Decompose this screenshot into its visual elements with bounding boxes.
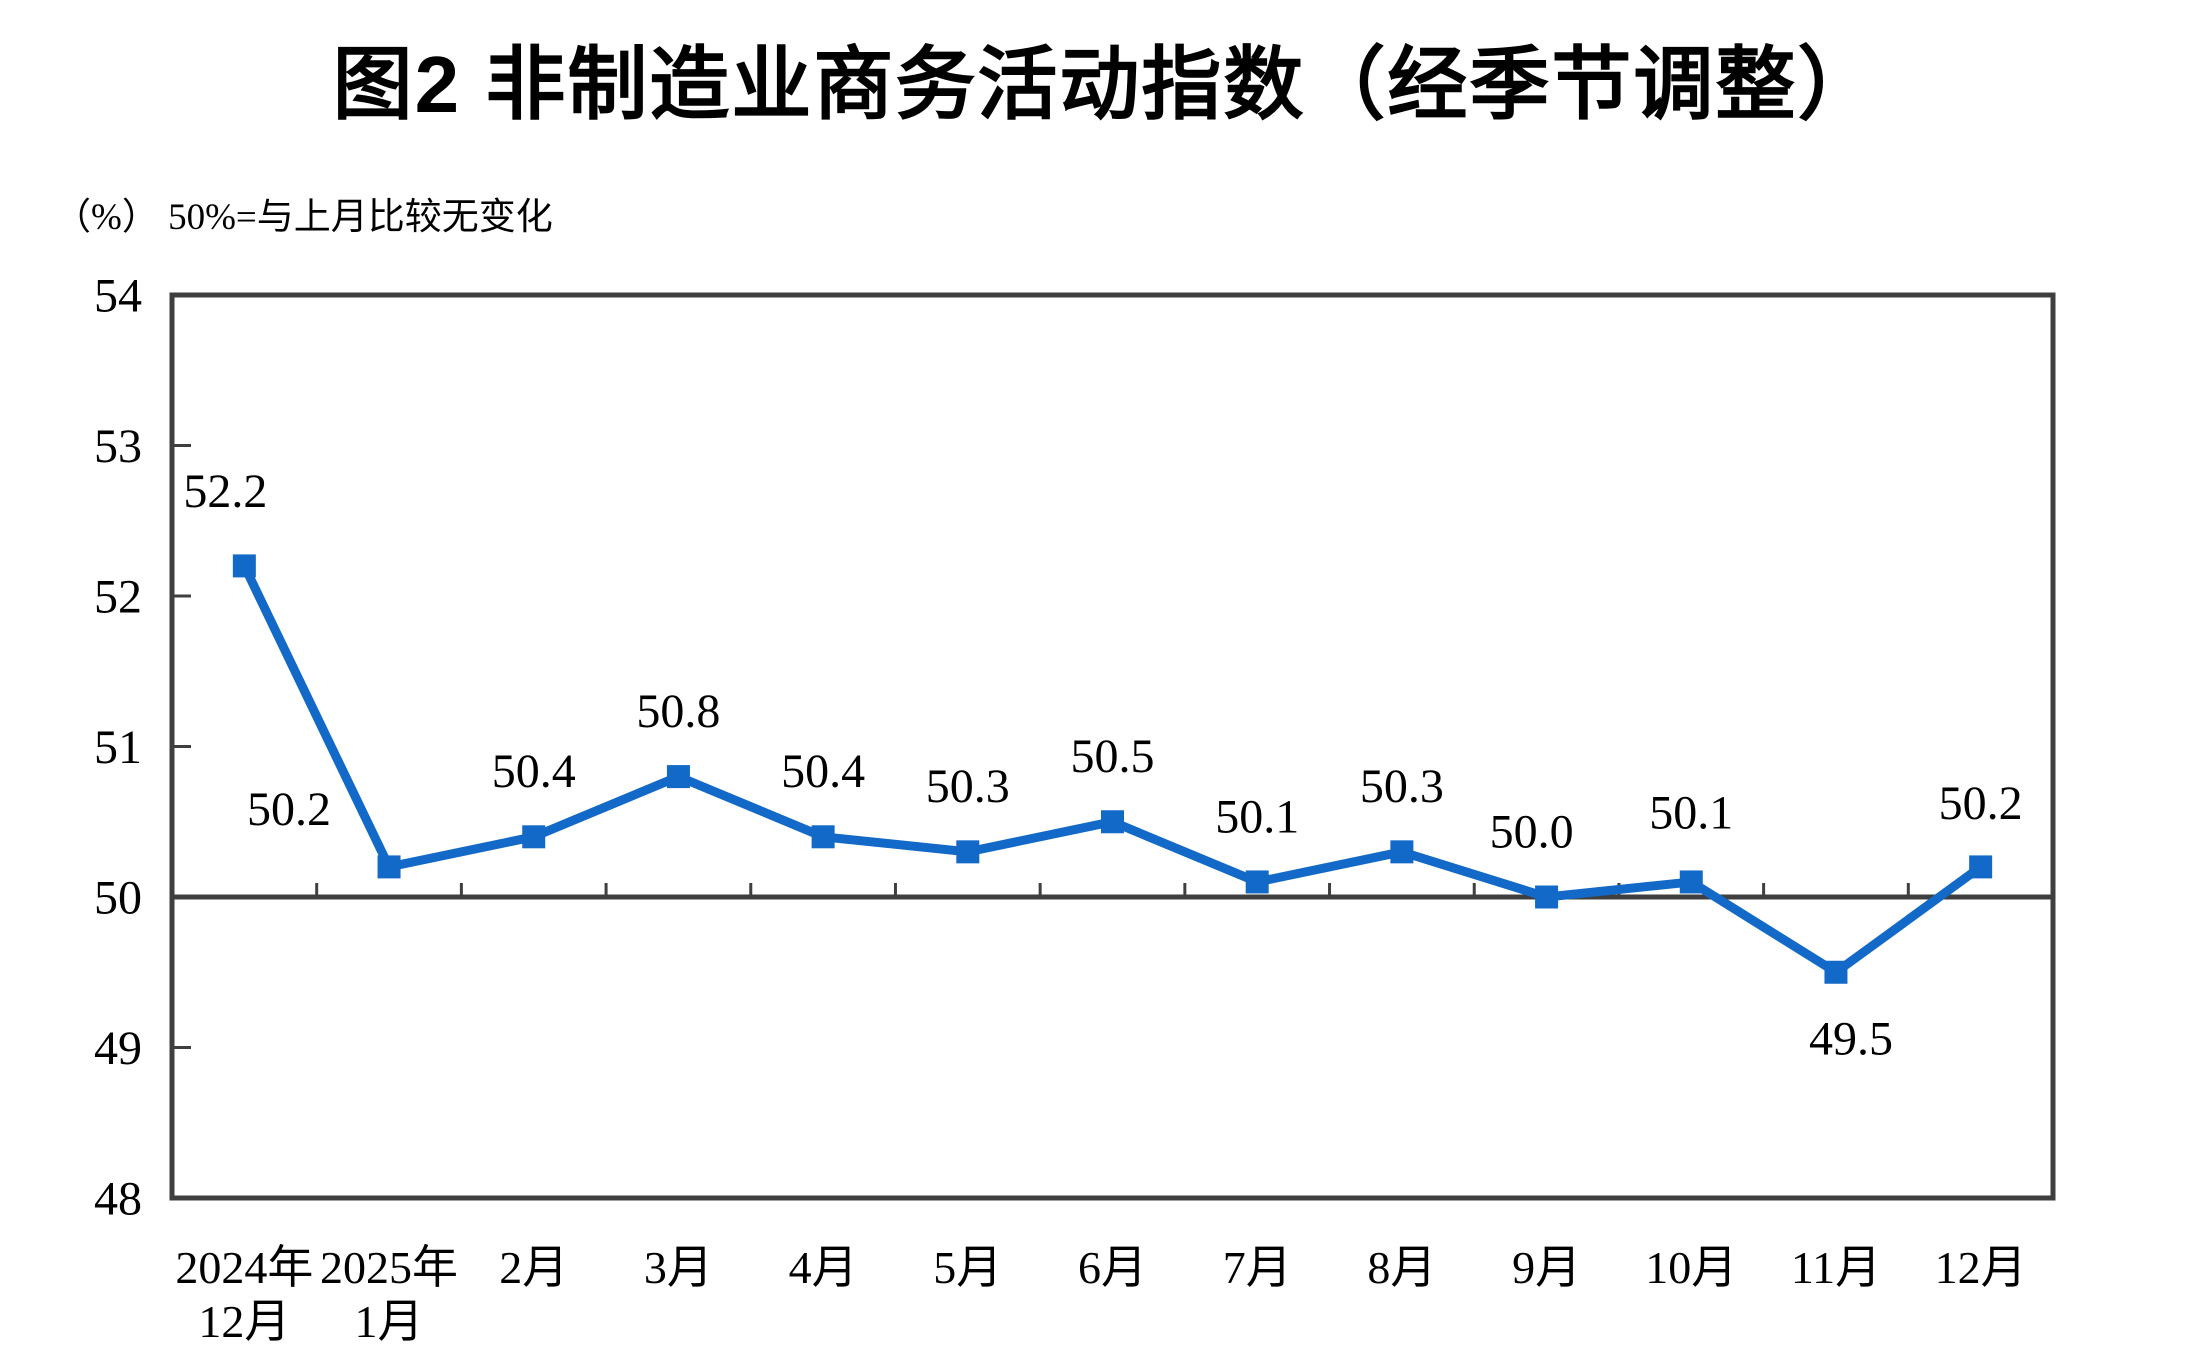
x-axis-category-label: 4月 [789, 1242, 858, 1293]
data-point-label: 50.2 [1939, 777, 2023, 830]
data-point-marker [1390, 840, 1414, 864]
y-axis-tick-label: 50 [94, 871, 142, 924]
data-point-marker [232, 554, 256, 578]
data-point-label: 50.5 [1071, 730, 1155, 783]
x-axis-category-label: 5月 [933, 1242, 1002, 1293]
y-axis-tick-label: 49 [94, 1022, 142, 1075]
x-axis-category-label: 1月 [355, 1296, 424, 1347]
data-point-label: 50.2 [247, 783, 331, 836]
data-point-marker [1679, 870, 1703, 894]
data-point-label: 50.8 [636, 685, 720, 738]
x-axis-category-label: 12月 [198, 1296, 290, 1347]
y-axis-tick-label: 48 [94, 1172, 142, 1225]
x-axis-category-label: 2024年 [175, 1242, 313, 1293]
x-axis-category-label: 8月 [1367, 1242, 1436, 1293]
x-axis-category-label: 7月 [1223, 1242, 1292, 1293]
data-point-label: 49.5 [1809, 1013, 1893, 1066]
data-point-label: 50.0 [1490, 805, 1574, 858]
data-point-marker [522, 825, 546, 849]
data-point-marker [666, 765, 690, 789]
y-axis-tick-label: 51 [94, 721, 142, 774]
data-point-label: 50.1 [1649, 786, 1733, 839]
x-axis-category-label: 6月 [1078, 1242, 1147, 1293]
x-axis-category-label: 2月 [499, 1242, 568, 1293]
x-axis-category-label: 2025年 [320, 1242, 458, 1293]
data-point-marker [1101, 810, 1124, 834]
x-axis-category-label: 12月 [1935, 1242, 2027, 1293]
y-axis-unit-note: （%） 50%=与上月比较无变化 [54, 197, 553, 238]
data-point-marker [956, 840, 980, 864]
x-axis-category-label: 10月 [1645, 1242, 1737, 1293]
data-point-marker [1535, 885, 1559, 909]
x-axis-category-label: 9月 [1512, 1242, 1581, 1293]
y-axis-tick-label: 54 [94, 269, 142, 322]
x-axis-category-label: 3月 [644, 1242, 713, 1293]
data-point-label: 50.4 [781, 745, 865, 798]
data-point-label: 50.4 [492, 745, 576, 798]
data-point-marker [1245, 870, 1269, 894]
y-axis-tick-label: 53 [94, 420, 142, 473]
data-point-label: 52.2 [183, 465, 267, 518]
plot-border [169, 292, 2056, 1201]
data-point-label: 50.3 [926, 760, 1010, 813]
data-point-marker [377, 855, 401, 879]
x-axis-category-label: 11月 [1791, 1242, 1881, 1293]
data-point-marker [1824, 960, 1848, 984]
data-point-label: 50.3 [1360, 760, 1444, 813]
data-point-label: 50.1 [1215, 790, 1299, 843]
data-point-marker [811, 825, 835, 849]
chart-title: 图2 非制造业商务活动指数（经季节调整） [332, 40, 1880, 129]
data-point-marker [1969, 855, 1993, 879]
y-axis-tick-label: 52 [94, 570, 142, 623]
